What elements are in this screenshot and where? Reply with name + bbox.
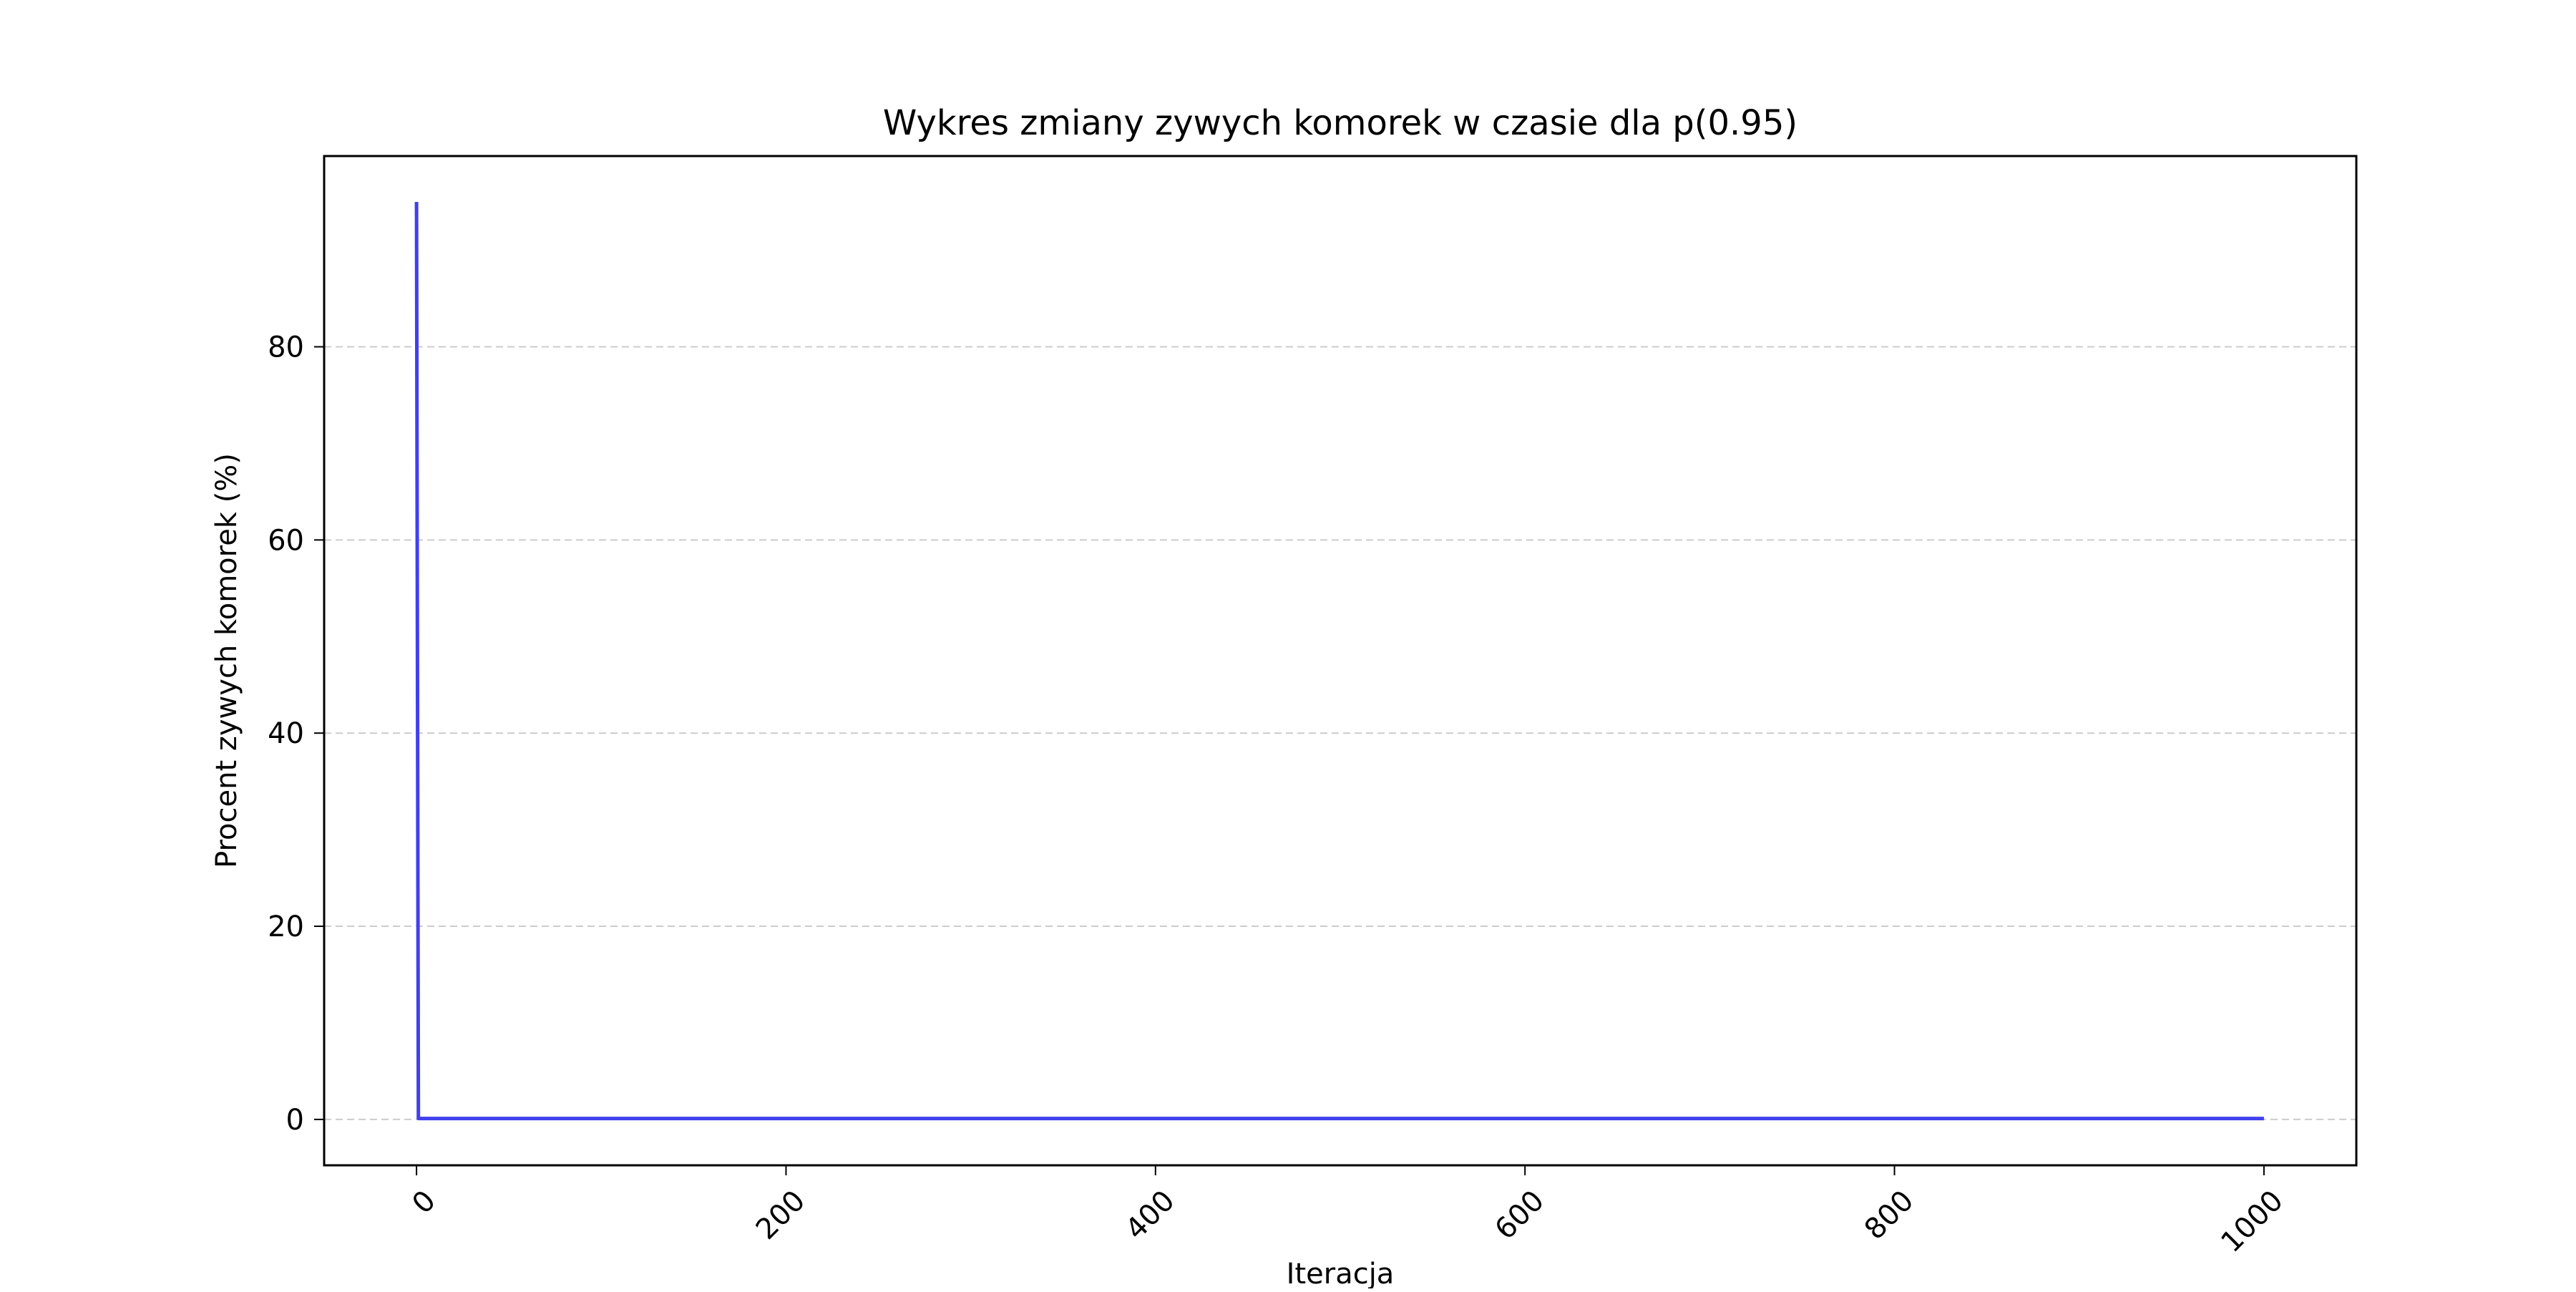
y-tick-label: 20	[268, 910, 304, 943]
x-tick-label: 800	[1858, 1184, 1921, 1246]
y-tick-label: 60	[268, 524, 304, 557]
series-line	[414, 202, 2264, 1121]
y-tick-label: 0	[286, 1104, 304, 1137]
y-axis-title: Procent zywych komorek (%)	[210, 453, 243, 868]
grid-layer	[324, 346, 2356, 1120]
x-tick-label: 1000	[2215, 1184, 2290, 1259]
series-layer	[414, 202, 2264, 1121]
x-tick-label: 400	[1119, 1184, 1181, 1246]
x-axis-title: Iteracja	[1287, 1258, 1395, 1288]
x-tick-label: 200	[750, 1184, 812, 1246]
x-tick-label: 600	[1489, 1184, 1551, 1246]
x-tick-label: 0	[406, 1184, 442, 1220]
chart-title: Wykres zmiany zywych komorek w czasie dl…	[883, 103, 1797, 143]
y-tick-label: 80	[268, 331, 304, 364]
y-tick-label: 40	[268, 717, 304, 750]
plot-frame	[323, 155, 2358, 1167]
